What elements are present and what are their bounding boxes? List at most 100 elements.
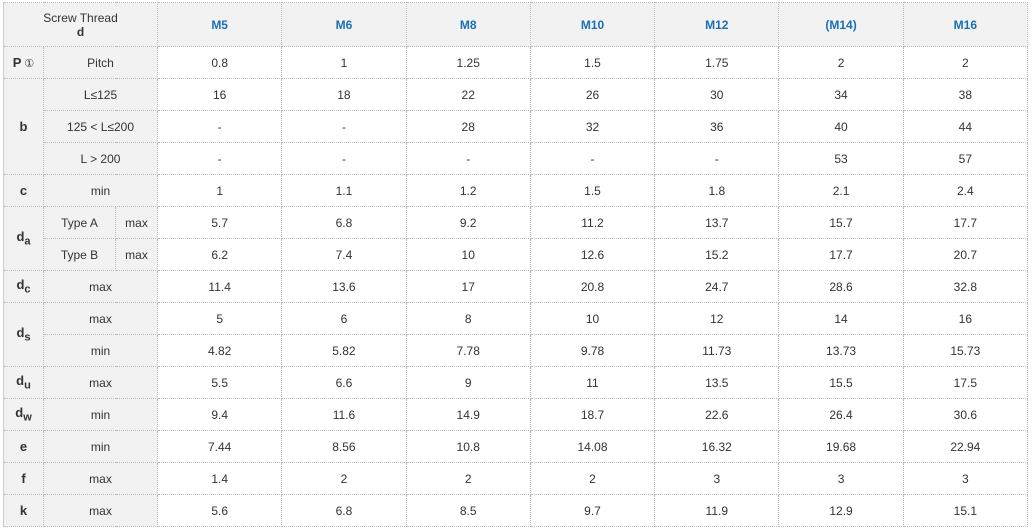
value-cell: 57 [902,142,1029,175]
symbol-text: f [21,471,26,486]
value-cell: 13.6 [281,270,407,303]
value-cell: 9.2 [405,206,531,239]
value-cell: 1.2 [405,174,531,207]
symbol-text: P [12,55,22,70]
table-row: min 4.82 5.82 7.78 9.78 11.73 13.73 15.73 [4,334,1029,367]
header-row: Screw Thread d M5 M6 M8 M10 M12 (M14) M16 [2,2,1029,47]
value-cell: 12.6 [529,238,656,271]
value-cell: - [281,142,407,175]
table-row: dc max 11.4 13.6 17 20.8 24.7 28.6 32.8 [3,270,1029,303]
value-cell: 14 [778,302,904,335]
table-row: 125 < L≤200- -28 32 36 40 44 [4,110,1029,143]
parameter-symbol: b [3,78,44,175]
row-label: min [42,334,159,367]
screw-thread-label: Screw Thread [43,10,118,25]
value-cell: 18 [281,78,407,111]
value-cell: 44 [902,110,1029,143]
value-cell: 5.5 [157,366,283,399]
value-cell: 11.4 [157,270,283,303]
value-cell: - [529,142,656,175]
table-row: L > 200- - - - -53 57 [4,142,1029,175]
row-label: max [42,302,159,335]
value-cell: 15.7 [778,206,904,239]
value-cell: 10.8 [405,430,531,463]
value-cell: - [405,142,531,175]
screw-thread-symbol: d [76,24,85,39]
value-cell: 1.25 [405,46,531,79]
row-label: max [42,270,159,303]
table-row: du max 5.5 6.6 9 11 13.5 15.5 17.5 [3,366,1029,399]
value-cell: 1.1 [281,174,407,207]
parameter-symbol: ds [3,302,44,367]
column-header: M8 [405,2,531,47]
value-cell: 22 [405,78,531,111]
row-qualifier: max [114,206,159,239]
value-cell: 5.6 [157,494,283,527]
row-label: min [42,430,159,463]
value-cell: 9 [405,366,531,399]
value-cell: 7.4 [281,238,407,271]
value-cell: 22.94 [902,430,1029,463]
column-header: (M14) [778,2,904,47]
value-cell: 2 [529,462,656,495]
value-cell: 11.2 [529,206,656,239]
value-cell: 11.9 [654,494,780,527]
row-label: 125 < L≤200 [42,110,159,143]
symbol-text: d [16,277,25,293]
value-cell: 16.32 [654,430,780,463]
table-row: ds max 5 6 8 10 12 14 16 [3,302,1029,367]
value-cell: 24.7 [654,270,780,303]
value-cell: 2 [902,46,1029,79]
value-cell: 22.6 [654,398,780,431]
value-cell: 13.73 [778,334,904,367]
value-cell: 11.73 [654,334,780,367]
column-header: M10 [529,2,656,47]
value-cell: 15.1 [902,494,1029,527]
row-label: min [42,398,159,431]
row-label: Pitch [42,46,159,79]
value-cell: 3 [902,462,1029,495]
parameter-symbol: du [3,366,44,399]
parameter-symbol: e [3,430,44,463]
value-cell: 20.8 [529,270,656,303]
value-cell: 28 [405,110,531,143]
symbol-text: b [19,119,28,134]
table-row: f max 1.4 2 2 2 3 3 3 [3,462,1029,495]
value-cell: 53 [778,142,904,175]
value-cell: 9.4 [157,398,283,431]
symbol-subscript: c [24,283,31,296]
parameter-symbol: dw [3,398,44,431]
value-cell: 5.82 [281,334,407,367]
table-row: c min 1 1.1 1.2 1.5 1.8 2.1 2.4 [3,174,1029,207]
value-cell: 1.75 [654,46,780,79]
value-cell: 17.5 [902,366,1029,399]
value-cell: 1.4 [157,462,283,495]
value-cell: 18.7 [529,398,656,431]
row-qualifier: max [114,238,159,271]
symbol-subscript: a [24,235,31,248]
row-label: L > 200 [42,142,159,175]
value-cell: 14.9 [405,398,531,431]
value-cell: 1.5 [529,174,656,207]
value-cell: - [281,110,407,143]
value-cell: 20.7 [902,238,1029,271]
symbol-text: d [16,229,25,245]
parameter-symbol: dc [3,270,44,303]
value-cell: 10 [405,238,531,271]
value-cell: 9.78 [529,334,656,367]
value-cell: 12 [654,302,780,335]
value-cell: - [157,142,283,175]
value-cell: 26 [529,78,656,111]
value-cell: 13.5 [654,366,780,399]
value-cell: 15.73 [902,334,1029,367]
value-cell: 17 [405,270,531,303]
column-header: M5 [157,2,283,47]
value-cell: 2 [778,46,904,79]
value-cell: 8 [405,302,531,335]
value-cell: 30 [654,78,780,111]
value-cell: 2 [405,462,531,495]
value-cell: 14.08 [529,430,656,463]
value-cell: 17.7 [778,238,904,271]
